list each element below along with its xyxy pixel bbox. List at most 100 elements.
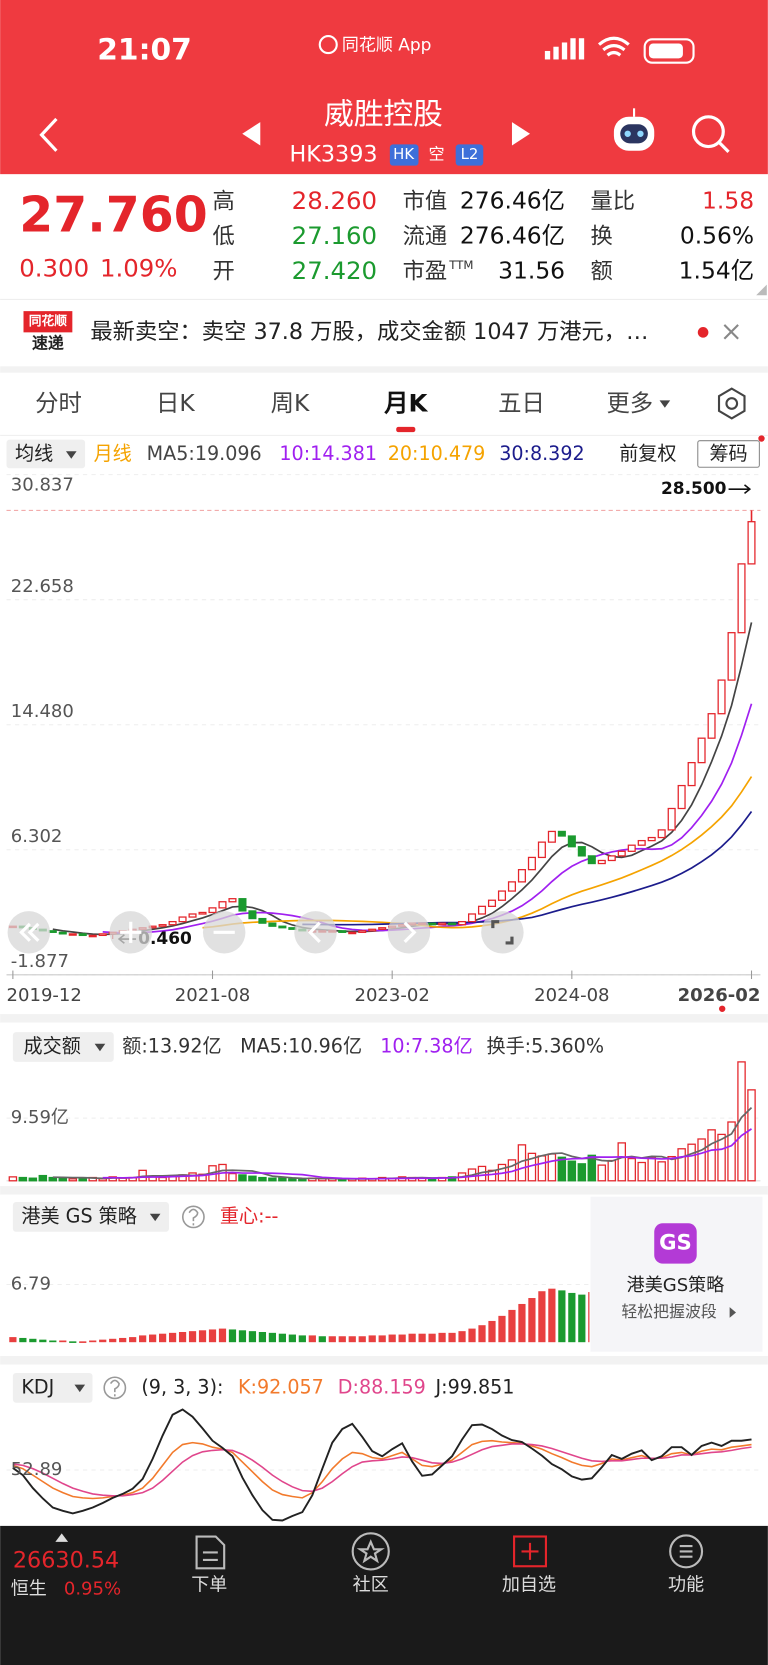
nav-item[interactable]: 加自选 <box>502 1574 556 1595</box>
tab[interactable]: 更多 <box>606 389 653 417</box>
kdj-axis: 52.89 <box>11 1459 63 1480</box>
volume-bar <box>18 1176 28 1182</box>
control-button[interactable] <box>481 911 524 954</box>
kdj-line <box>12 1439 752 1500</box>
gs-logo: GS <box>659 1230 692 1255</box>
nav-icons <box>195 1532 704 1571</box>
tab[interactable]: 周K <box>271 389 310 417</box>
stat-value: 27.160 <box>292 221 377 250</box>
back-button[interactable] <box>39 117 58 152</box>
gap <box>0 366 768 373</box>
help-glyph <box>109 1379 120 1397</box>
gs-title[interactable]: 港美 GS 策略 <box>21 1204 137 1227</box>
adjust[interactable]: 前复权 <box>619 442 676 465</box>
candle <box>717 679 726 715</box>
gs-promo[interactable] <box>590 1196 763 1352</box>
gs-bar <box>59 1340 67 1343</box>
gs-bar <box>468 1328 476 1343</box>
kdj-params: (9, 3, 3): <box>141 1375 223 1398</box>
kdj-title[interactable]: KDJ <box>21 1375 54 1398</box>
gs-bar <box>318 1336 326 1343</box>
volume-bar <box>288 1178 297 1182</box>
expand-corner[interactable] <box>756 284 767 296</box>
chips[interactable]: 筹码 <box>709 442 747 465</box>
x-tick-label: 2026-02 <box>678 985 761 1006</box>
candle <box>258 917 267 924</box>
control-button[interactable] <box>387 911 431 954</box>
volume-bar <box>158 1176 167 1182</box>
kline-axis: 30.837 22.658 14.480 6.302 -1.877 2019-12 2021… <box>7 474 761 1012</box>
news-close[interactable] <box>723 324 739 340</box>
gs-bar <box>248 1331 257 1343</box>
gs-bar <box>548 1288 556 1343</box>
index-value[interactable]: 26630.54 <box>13 1547 119 1573</box>
help-icon[interactable] <box>181 1205 205 1229</box>
gs-bar <box>119 1337 127 1343</box>
volume-bar <box>248 1175 257 1182</box>
tab[interactable]: 五日 <box>498 389 545 417</box>
stat-label: 开 <box>213 258 235 284</box>
kdj-selector-bg[interactable] <box>12 1372 93 1403</box>
volume-bar <box>228 1172 237 1182</box>
gs-bar <box>488 1320 496 1343</box>
battery-level <box>648 43 683 59</box>
settings-icon[interactable] <box>717 387 746 420</box>
news-text[interactable]: 最新卖空：卖空 37.8 万股，成交金额 1047 万港元，… <box>90 319 648 345</box>
assistant-icon[interactable] <box>613 108 655 151</box>
news-dot <box>697 327 709 338</box>
search-icon[interactable] <box>691 115 730 153</box>
candle <box>557 830 566 837</box>
gs-bar <box>498 1315 506 1343</box>
y-tick-label: 30.837 <box>11 474 74 495</box>
news-logo-text: 速递 <box>32 334 64 353</box>
tab-active[interactable]: 月K <box>383 389 428 418</box>
candle <box>78 933 87 937</box>
selector-bg[interactable] <box>6 439 86 469</box>
gs-bar <box>89 1340 97 1343</box>
kdj-chart <box>6 1408 761 1522</box>
vol-label: 10:7.38亿 <box>380 1034 472 1057</box>
gs-bar <box>218 1328 227 1343</box>
gs-selector-bg[interactable] <box>12 1202 169 1232</box>
candle <box>467 913 477 923</box>
tab[interactable]: 日K <box>156 389 195 417</box>
selector-arrow <box>94 1043 106 1052</box>
ma-selector[interactable]: 均线 <box>15 442 53 465</box>
nav-item[interactable]: 功能 <box>668 1574 704 1595</box>
prev-stock[interactable] <box>242 122 261 146</box>
y-tick-label: 6.302 <box>11 826 63 847</box>
help-icon[interactable] <box>103 1376 127 1400</box>
gs-promo-sub: 轻松把握波段 <box>621 1302 717 1321</box>
control-icons <box>19 920 514 945</box>
stat-value: 28.260 <box>292 186 377 215</box>
nav-item[interactable]: 下单 <box>191 1574 227 1595</box>
volume-bar <box>747 1089 756 1182</box>
volume-bar <box>38 1174 48 1182</box>
gs-bar <box>198 1330 207 1343</box>
stat-label: 低 <box>213 223 235 249</box>
control-button[interactable] <box>294 911 337 954</box>
badge: L2 <box>461 145 479 163</box>
nav-item[interactable]: 社区 <box>353 1574 389 1595</box>
volume-bar <box>637 1161 646 1182</box>
stock-code: HK3393 <box>290 142 378 168</box>
candle <box>248 910 257 920</box>
gs-bar <box>588 1292 590 1343</box>
vol-title[interactable]: 成交额 <box>23 1034 80 1057</box>
x-tick-label: 2024-08 <box>534 985 609 1006</box>
tab[interactable]: 分时 <box>35 389 82 417</box>
volume-bar <box>667 1155 676 1182</box>
chips-bg[interactable] <box>697 440 760 468</box>
next-stock[interactable] <box>511 122 531 146</box>
ma-label: MA5:19.096 <box>147 442 262 465</box>
gs-bar <box>508 1309 516 1343</box>
stock-name: 威胜控股 <box>324 97 443 132</box>
gs-bar <box>428 1333 436 1343</box>
ma-line <box>102 703 753 934</box>
index-name: 恒生 <box>11 1579 47 1600</box>
gs-bar <box>268 1332 277 1343</box>
news-logo-top <box>23 311 73 333</box>
vol-selector-bg[interactable] <box>12 1032 114 1062</box>
candle <box>477 905 487 915</box>
candle <box>168 920 177 926</box>
